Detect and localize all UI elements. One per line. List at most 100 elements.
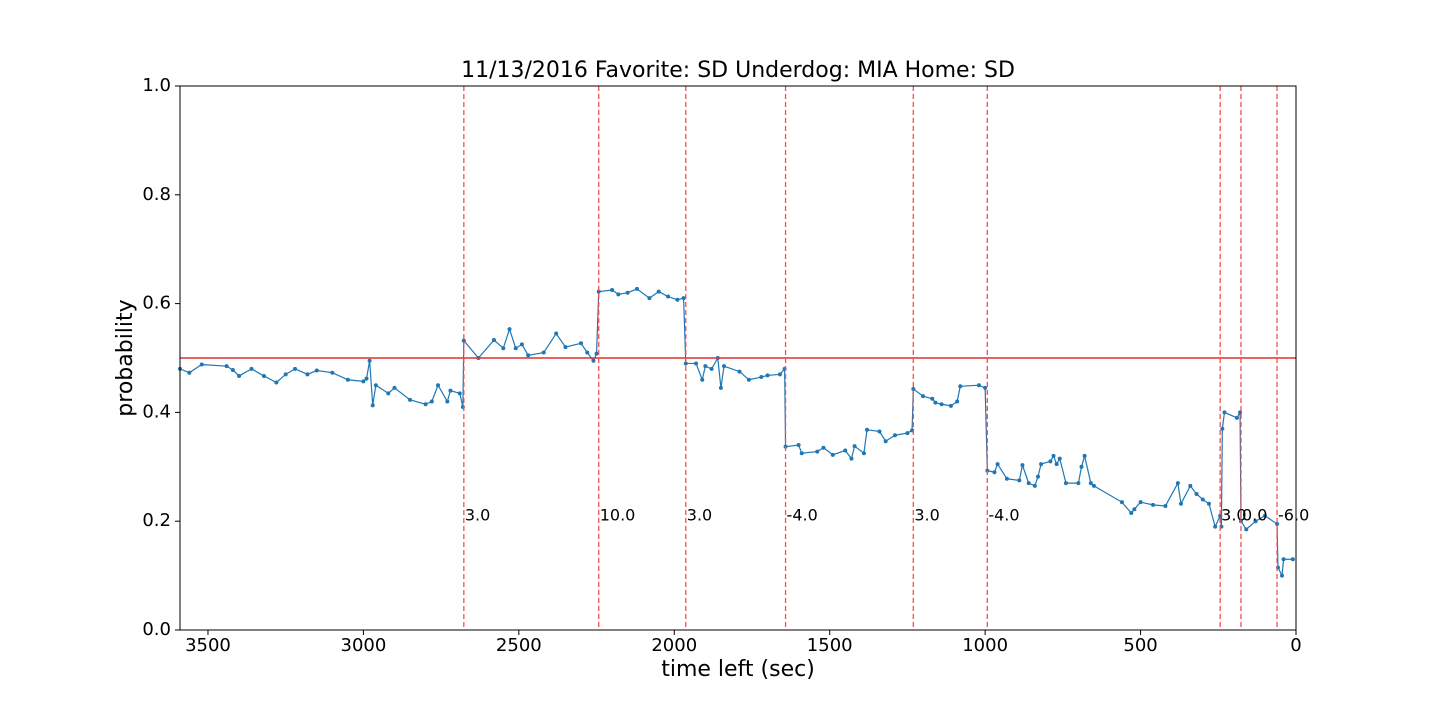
data-point bbox=[1026, 481, 1031, 486]
data-point bbox=[911, 387, 916, 392]
data-point bbox=[777, 372, 782, 377]
data-point bbox=[1253, 519, 1258, 524]
data-point bbox=[1188, 483, 1193, 488]
data-point bbox=[765, 373, 770, 378]
data-point bbox=[1004, 476, 1009, 481]
data-point bbox=[1048, 459, 1053, 464]
data-point bbox=[1039, 462, 1044, 467]
data-point bbox=[519, 342, 524, 347]
data-point bbox=[877, 429, 882, 434]
data-point bbox=[920, 394, 925, 399]
data-point bbox=[746, 377, 751, 382]
data-point bbox=[373, 383, 378, 388]
data-point bbox=[821, 445, 826, 450]
data-point bbox=[448, 388, 453, 393]
data-point bbox=[283, 372, 288, 377]
data-point bbox=[905, 431, 910, 436]
data-point bbox=[1076, 481, 1081, 486]
data-point bbox=[1057, 456, 1062, 461]
data-point bbox=[830, 452, 835, 457]
data-point bbox=[1275, 521, 1280, 526]
data-point bbox=[958, 384, 963, 389]
data-point bbox=[1163, 503, 1168, 508]
data-point bbox=[1290, 557, 1295, 562]
data-point bbox=[1082, 453, 1087, 458]
data-point bbox=[436, 383, 441, 388]
data-point bbox=[261, 373, 266, 378]
data-point bbox=[1132, 507, 1137, 512]
data-point bbox=[675, 297, 680, 302]
data-point bbox=[983, 385, 988, 390]
data-point bbox=[948, 403, 953, 408]
data-point bbox=[1234, 415, 1239, 420]
x-tick-label: 1000 bbox=[962, 635, 1008, 656]
data-point bbox=[1200, 497, 1205, 502]
data-point bbox=[759, 375, 764, 380]
data-point bbox=[445, 399, 450, 404]
x-tick-label: 0 bbox=[1290, 635, 1301, 656]
data-point bbox=[1063, 481, 1068, 486]
data-point bbox=[843, 448, 848, 453]
data-point bbox=[345, 377, 350, 382]
data-point bbox=[939, 402, 944, 407]
data-point bbox=[647, 296, 652, 301]
data-point bbox=[796, 443, 801, 448]
event-label: -4.0 bbox=[988, 506, 1019, 525]
data-point bbox=[314, 368, 319, 373]
data-point bbox=[995, 462, 1000, 467]
data-point bbox=[1206, 501, 1211, 506]
data-point bbox=[491, 338, 496, 343]
plot-frame bbox=[179, 85, 1297, 631]
data-point bbox=[883, 439, 888, 444]
data-point bbox=[1119, 500, 1124, 505]
data-point bbox=[596, 289, 601, 294]
data-point bbox=[1079, 464, 1084, 469]
data-point bbox=[554, 331, 559, 336]
x-tick-label: 500 bbox=[1123, 635, 1157, 656]
data-point bbox=[429, 399, 434, 404]
y-tick-label: 0.2 bbox=[142, 510, 171, 531]
data-point bbox=[1194, 492, 1199, 496]
data-point bbox=[1281, 557, 1286, 562]
x-tick-label: 3000 bbox=[341, 635, 387, 656]
data-point bbox=[1017, 478, 1022, 483]
data-point bbox=[541, 350, 546, 355]
data-point bbox=[224, 364, 229, 369]
data-point bbox=[694, 361, 699, 366]
data-point bbox=[1178, 501, 1183, 506]
data-point bbox=[976, 383, 981, 388]
data-point bbox=[634, 286, 639, 291]
data-point bbox=[423, 402, 428, 407]
data-point bbox=[683, 361, 688, 366]
y-tick-label: 0.8 bbox=[142, 184, 171, 205]
data-point bbox=[1280, 573, 1285, 578]
data-point bbox=[681, 296, 686, 301]
data-point bbox=[852, 444, 857, 449]
data-point bbox=[861, 451, 866, 456]
data-point bbox=[1129, 511, 1134, 516]
x-axis-label: time left (sec) bbox=[661, 657, 815, 682]
event-label: -6.0 bbox=[1278, 506, 1309, 525]
data-point bbox=[1020, 463, 1025, 468]
data-point bbox=[293, 366, 298, 371]
data-point bbox=[1218, 513, 1223, 518]
event-label: 0.0 bbox=[1242, 506, 1267, 525]
data-point bbox=[666, 294, 671, 299]
data-point bbox=[408, 397, 413, 402]
data-point bbox=[737, 369, 742, 374]
data-point bbox=[1238, 410, 1243, 415]
data-point bbox=[461, 338, 466, 343]
data-line bbox=[179, 288, 1293, 578]
data-point bbox=[457, 391, 462, 396]
x-tick-label: 1500 bbox=[807, 635, 853, 656]
data-point bbox=[585, 350, 590, 355]
data-point bbox=[501, 346, 506, 351]
y-axis-label: probability bbox=[113, 299, 138, 416]
data-point bbox=[1138, 500, 1143, 505]
chart-title: 11/13/2016 Favorite: SD Underdog: MIA Ho… bbox=[461, 58, 1015, 83]
data-point bbox=[1032, 483, 1037, 488]
x-tick-label: 3500 bbox=[185, 635, 231, 656]
data-point bbox=[849, 456, 854, 461]
